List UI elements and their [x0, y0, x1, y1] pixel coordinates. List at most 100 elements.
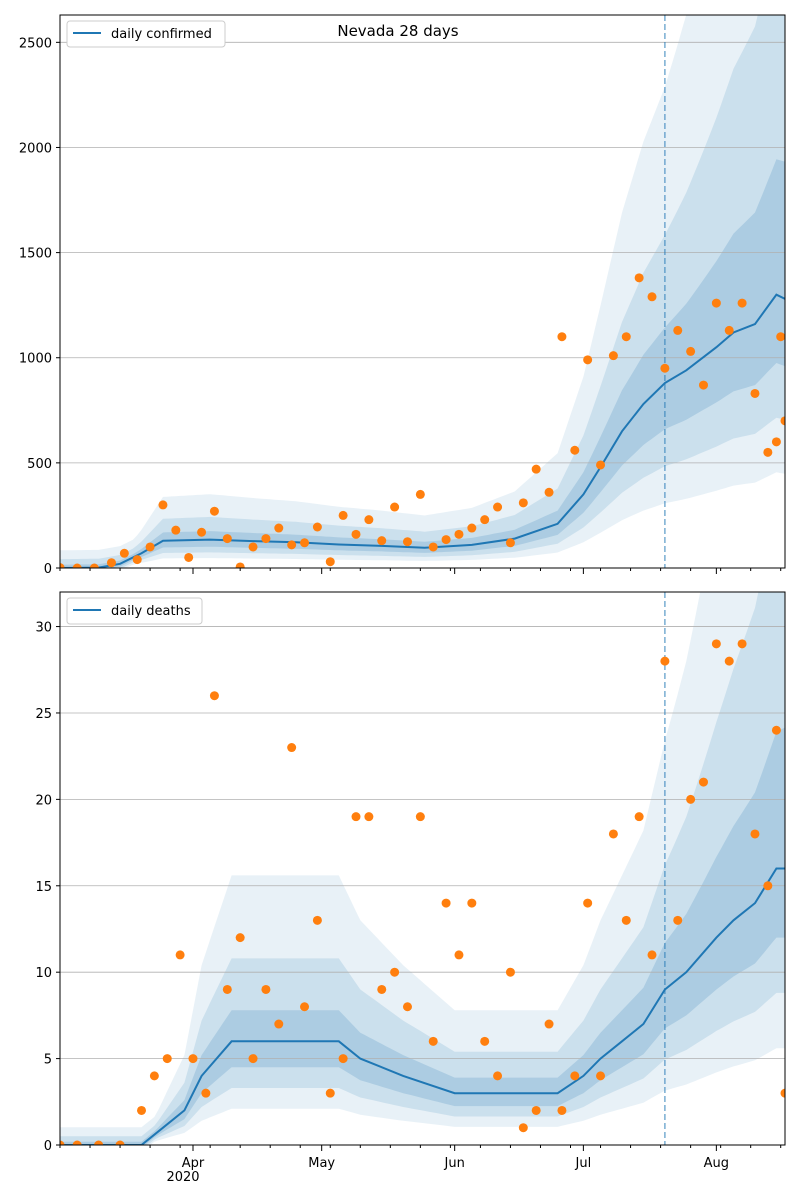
observed-point [235, 933, 245, 943]
y-tick-label: 25 [35, 707, 52, 722]
observed-point [776, 332, 785, 342]
observed-point [390, 502, 400, 512]
observed-point [544, 1019, 554, 1029]
observed-point [505, 967, 515, 977]
observed-point [467, 898, 477, 908]
observed-point [184, 552, 194, 562]
x-tick-label: Apr [182, 1156, 205, 1171]
observed-point [557, 332, 567, 342]
observed-point [634, 812, 644, 822]
x-tick-label: Jul [575, 1156, 592, 1171]
observed-point [149, 1071, 159, 1081]
observed-point [115, 1140, 125, 1145]
y-tick-label: 2500 [19, 36, 52, 51]
observed-point [621, 915, 631, 925]
observed-point [248, 542, 258, 552]
observed-point [724, 325, 734, 335]
deaths-panel: 0 5 10 15 20 25 30 Apr May Jun Jul Aug daily deaths… [35, 591, 786, 1185]
observed-point [312, 522, 322, 532]
observed-point [780, 416, 785, 426]
observed-point [531, 1105, 541, 1115]
y-tick-label: 10 [35, 966, 52, 981]
observed-point [201, 1088, 211, 1098]
observed-point [209, 691, 219, 701]
observed-point [222, 984, 232, 994]
confirmed-axes-frame [59, 14, 786, 569]
observed-point [428, 542, 438, 552]
y-tick-label: 5 [44, 1053, 52, 1068]
y-tick-label: 1000 [19, 352, 52, 367]
y-tick-label: 20 [35, 793, 52, 808]
uncertainty-band-0 [60, 15, 785, 568]
observed-point [570, 1071, 580, 1081]
observed-point [338, 510, 348, 520]
median-line [60, 867, 785, 1145]
observed-point [711, 298, 721, 308]
x-tick-label: Jun [444, 1156, 465, 1171]
observed-point [441, 535, 451, 545]
observed-point [711, 639, 721, 649]
observed-point [94, 1140, 104, 1145]
observed-point [583, 355, 593, 365]
observed-point [750, 829, 760, 839]
legend: daily confirmed [66, 20, 226, 48]
observed-point [235, 562, 245, 568]
observed-point [698, 777, 708, 787]
deaths-ticks: 0 5 10 15 20 25 30 Apr May Jun Jul Aug [35, 621, 782, 1171]
observed-point [209, 506, 219, 516]
uncertainty-band-1 [60, 592, 785, 1145]
observed-point [737, 639, 747, 649]
observed-point [771, 725, 781, 735]
observed-point [771, 437, 781, 447]
observed-point [338, 1054, 348, 1064]
observed-point [608, 829, 618, 839]
x-tick-label: May [308, 1156, 335, 1171]
observed-point [106, 558, 116, 568]
y-tick-label: 2000 [19, 141, 52, 156]
observed-point [467, 523, 477, 533]
uncertainty-band-0 [60, 592, 785, 1145]
observed-point [364, 515, 374, 525]
observed-point [325, 1088, 335, 1098]
observed-point [660, 363, 670, 373]
observed-point [441, 898, 451, 908]
deaths-axes-frame [59, 591, 786, 1146]
observed-point [763, 881, 773, 891]
observed-point [325, 557, 335, 567]
observed-point [557, 1105, 567, 1115]
observed-point [518, 498, 528, 508]
observed-point [737, 298, 747, 308]
observed-point [261, 984, 271, 994]
observed-point [312, 915, 322, 925]
observed-point [480, 515, 490, 525]
observed-point [60, 563, 65, 568]
observed-point [750, 388, 760, 398]
chart-title: Nevada 28 days [337, 22, 458, 40]
confirmed-panel: 0 500 1000 1500 2000 2500 Nevada 28 days dail… [19, 14, 786, 577]
observed-point [531, 464, 541, 474]
observed-point [647, 292, 657, 302]
observed-point [686, 794, 696, 804]
observed-point [660, 656, 670, 666]
observed-point [780, 1088, 785, 1098]
observed-point [402, 1002, 412, 1012]
observed-point [570, 445, 580, 455]
observed-point [390, 967, 400, 977]
observed-point [673, 325, 683, 335]
y-tick-label: 500 [27, 457, 52, 472]
observed-point [132, 555, 142, 565]
year-label: 2020 [166, 1170, 199, 1185]
confirmed-marks [60, 15, 785, 568]
observed-point [621, 332, 631, 342]
observed-point [351, 529, 361, 539]
observed-point [763, 447, 773, 457]
observed-point [171, 525, 181, 535]
observed-point [158, 500, 168, 510]
observed-point [724, 656, 734, 666]
observed-point [634, 273, 644, 283]
observed-point [493, 502, 503, 512]
observed-point [300, 1002, 310, 1012]
observed-point [583, 898, 593, 908]
legend: daily deaths [66, 597, 203, 625]
